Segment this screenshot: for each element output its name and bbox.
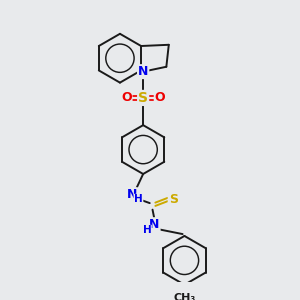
- Text: N: N: [149, 218, 160, 231]
- Text: H: H: [134, 194, 143, 204]
- Text: N: N: [127, 188, 137, 201]
- Text: CH₃: CH₃: [173, 293, 196, 300]
- Text: O: O: [155, 92, 165, 104]
- Text: H: H: [142, 225, 151, 235]
- Text: S: S: [169, 193, 178, 206]
- Text: O: O: [121, 92, 132, 104]
- Text: S: S: [138, 91, 148, 105]
- Text: N: N: [138, 65, 148, 78]
